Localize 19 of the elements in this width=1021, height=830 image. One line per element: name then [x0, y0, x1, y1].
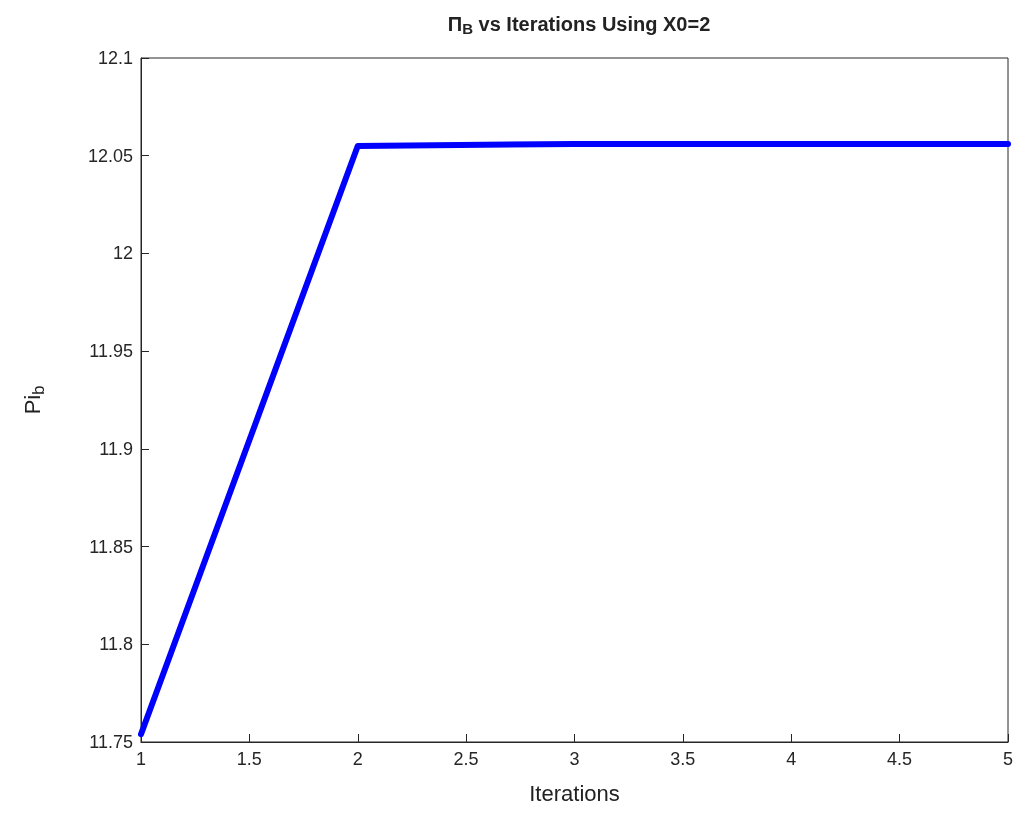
x-tick-label: 1.5 [236, 749, 262, 769]
y-tick-label: 11.8 [99, 634, 133, 655]
x-tick-label: 2 [352, 749, 363, 769]
x-tick-label: 4 [786, 749, 797, 769]
x-tick-label: 3 [569, 749, 580, 769]
y-tick-label: 12.05 [87, 145, 133, 166]
y-tick-label: 12 [112, 243, 133, 264]
x-tick-label: 5 [1002, 749, 1014, 769]
y-tick-label: 11.95 [89, 341, 133, 362]
y-axis-title: Pib [19, 385, 47, 415]
y-tick-label: 11.75 [89, 732, 133, 752]
y-tick-label: 11.85 [89, 536, 133, 557]
y-tick-label: 12.1 [97, 48, 133, 68]
x-tick-label: 3.5 [670, 749, 696, 769]
y-tick-label: 11.9 [99, 438, 133, 459]
x-tick-label: 4.5 [887, 749, 913, 769]
x-tick-label: 2.5 [453, 749, 479, 769]
x-axis-title: Iterations [529, 780, 620, 806]
x-tick-label: 1 [135, 749, 147, 769]
